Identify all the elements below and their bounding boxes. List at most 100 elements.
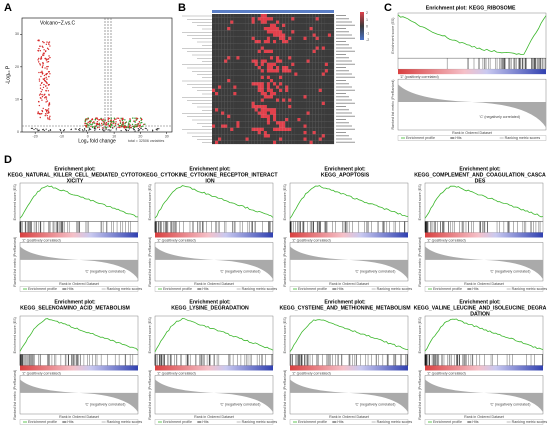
heatmap-cell <box>282 118 286 122</box>
heatmap-cell <box>212 131 216 135</box>
point <box>44 109 47 111</box>
point <box>46 82 48 85</box>
heatmap-cell <box>294 14 298 18</box>
point <box>46 114 48 117</box>
heatmap-cell <box>242 114 246 119</box>
heatmap-cell <box>251 27 255 31</box>
heatmap-cell <box>303 85 307 89</box>
point <box>137 122 139 125</box>
heatmap-cell <box>242 56 246 60</box>
heatmap-cell <box>279 33 283 37</box>
point <box>60 129 62 132</box>
heatmap-cell <box>297 111 301 115</box>
heatmap-cell <box>257 72 261 76</box>
point <box>96 126 99 129</box>
heatmap-cell <box>230 56 234 60</box>
heatmap-cell <box>318 40 322 44</box>
heatmap-cell <box>218 46 222 50</box>
plot-title: DATION <box>470 311 490 317</box>
heatmap-cell <box>251 114 255 119</box>
heatmap-cell <box>327 40 332 44</box>
heatmap-cell <box>318 127 322 132</box>
point <box>94 119 96 121</box>
x-tick-label: -20 <box>33 134 38 138</box>
heatmap-cell <box>236 75 240 80</box>
heatmap-cell <box>282 72 286 76</box>
rank-bar <box>425 232 543 238</box>
heatmap-cell <box>279 140 283 145</box>
heatmap-cell <box>269 36 274 41</box>
legend-label: Hits <box>67 420 73 424</box>
heatmap-cell <box>315 108 319 112</box>
heatmap-cell <box>227 95 231 99</box>
heatmap-cell <box>282 75 286 80</box>
gene-label <box>336 67 346 68</box>
heatmap-cell <box>330 69 335 73</box>
heatmap-cell <box>315 140 319 145</box>
heatmap-cell <box>221 33 225 37</box>
heatmap-cell <box>318 105 322 109</box>
heatmap-cell <box>327 131 332 135</box>
heatmap-cell <box>239 137 243 141</box>
heatmap-cell <box>266 30 271 34</box>
heatmap-cell <box>309 137 313 141</box>
heatmap-cell <box>315 88 319 93</box>
point <box>48 105 50 107</box>
heatmap-cell <box>242 98 246 102</box>
legend-label: Ranking metric scores <box>512 420 548 424</box>
heatmap-cell <box>260 27 264 31</box>
point <box>96 118 99 120</box>
heatmap-cell <box>248 79 252 83</box>
heatmap-cell <box>218 27 222 31</box>
heatmap-cell <box>254 56 258 60</box>
heatmap-cell <box>254 59 258 63</box>
heatmap-cell <box>239 59 243 63</box>
heatmap-cell <box>260 40 264 44</box>
axis-label: Enrichment score (ES) <box>148 317 152 353</box>
heatmap-cell <box>321 111 325 115</box>
heatmap-cell <box>276 108 280 112</box>
point <box>132 117 134 119</box>
point <box>45 81 47 83</box>
heatmap-cell <box>273 134 277 138</box>
point <box>41 93 43 96</box>
gene-label <box>336 50 355 52</box>
heatmap-cell <box>212 46 216 50</box>
heatmap-cell <box>315 27 319 31</box>
heatmap-cell <box>233 118 237 122</box>
heatmap-cell <box>257 36 261 41</box>
heatmap-cell <box>260 111 264 115</box>
heatmap-cell <box>321 40 325 44</box>
heatmap-cell <box>324 124 328 128</box>
heatmap-cell <box>257 62 261 67</box>
heatmap-cell <box>294 101 298 106</box>
heatmap-cell <box>306 66 310 70</box>
heatmap-cell <box>260 46 264 50</box>
point <box>38 94 41 96</box>
plot-title: KEGG_NATURAL_KILLER_CELL_MEDIATED_CYTOTO <box>8 172 143 178</box>
plot-title: KEGG_SELENOAMINO_ACID_METABOLISM <box>20 305 130 311</box>
heatmap-cell <box>288 33 292 37</box>
heatmap-cell <box>300 43 304 47</box>
heatmap-cell <box>260 101 264 106</box>
heatmap-cell <box>263 66 267 70</box>
heatmap-cell <box>324 43 328 47</box>
legend-label: Ranking metric scores <box>242 287 278 291</box>
heatmap-cell <box>321 17 325 21</box>
heatmap-cell <box>215 131 219 135</box>
heatmap-cell <box>218 131 222 135</box>
heatmap-cell <box>269 118 274 122</box>
heatmap-cell <box>273 33 277 37</box>
heatmap-cell <box>282 140 286 145</box>
heatmap-cell <box>224 134 228 138</box>
heatmap-cell <box>303 20 307 24</box>
heatmap-cell <box>233 131 237 135</box>
heatmap-cell <box>242 59 246 63</box>
heatmap-cell <box>224 59 228 63</box>
heatmap-cell <box>215 14 219 18</box>
heatmap-cell <box>294 69 298 73</box>
heatmap-cell <box>269 121 274 125</box>
heatmap-cell <box>239 27 243 31</box>
heatmap-cell <box>221 43 225 47</box>
point <box>89 122 91 125</box>
